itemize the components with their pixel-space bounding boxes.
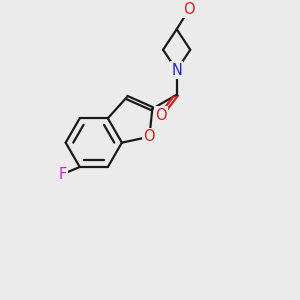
Text: N: N	[171, 63, 182, 78]
Text: O: O	[155, 107, 167, 122]
Text: O: O	[184, 2, 195, 16]
Text: O: O	[144, 129, 155, 144]
Text: F: F	[59, 167, 67, 182]
